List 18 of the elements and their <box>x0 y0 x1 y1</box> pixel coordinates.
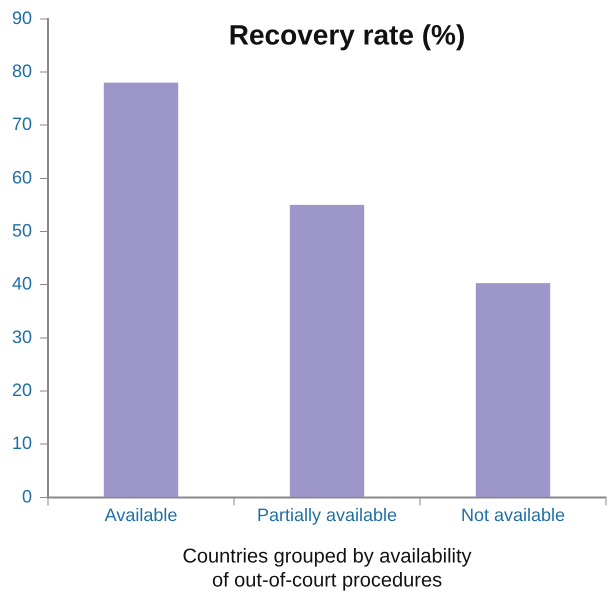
chart-title: Recovery rate (%) <box>228 20 466 51</box>
bar <box>104 82 178 497</box>
y-tick-label: 20 <box>12 380 32 400</box>
y-tick-label: 50 <box>12 220 32 240</box>
x-axis-title: Countries grouped by availability of out-of-court procedures <box>182 546 472 592</box>
bar <box>476 283 550 497</box>
y-tick-label: 90 <box>12 8 32 28</box>
y-tick-label: 30 <box>12 326 32 347</box>
y-tick-label: 0 <box>22 486 32 506</box>
y-tick-label: 80 <box>12 60 32 81</box>
y-tick-label: 60 <box>12 167 32 188</box>
x-tick-label: Partially available <box>256 505 398 526</box>
y-tick-label: 40 <box>12 274 32 294</box>
x-tick-label: Available <box>104 505 178 526</box>
bar <box>290 204 364 497</box>
y-tick-label: 70 <box>12 114 32 134</box>
y-tick-label: 10 <box>12 433 32 454</box>
x-tick-label: Not available <box>460 505 566 526</box>
